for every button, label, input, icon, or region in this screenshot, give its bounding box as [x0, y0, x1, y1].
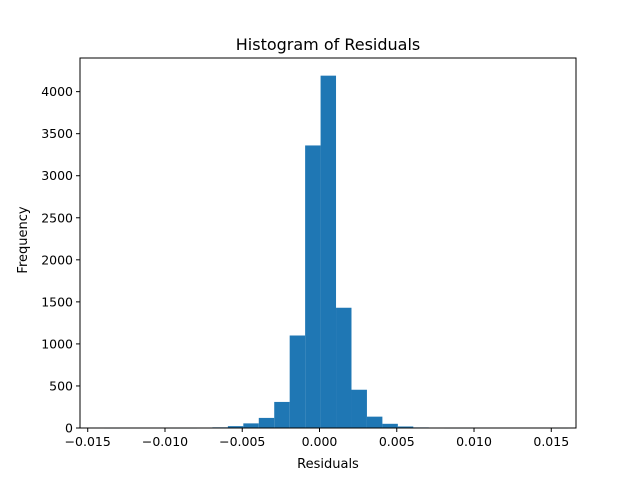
x-axis-label: Residuals: [297, 457, 359, 472]
x-tick-label: 0.015: [533, 434, 569, 449]
x-tick-label: 0.000: [302, 434, 338, 449]
y-tick-label: 500: [49, 378, 73, 393]
histogram-bar-13: [305, 145, 321, 428]
plot-frame: [79, 57, 577, 429]
y-tick-label: 2000: [41, 252, 73, 267]
y-tick-label: 0: [65, 421, 73, 436]
x-tick-label: 0.010: [456, 434, 492, 449]
histogram-bar-10: [258, 417, 275, 428]
y-tick-label: 3000: [41, 168, 73, 183]
y-tick-label: 1000: [41, 336, 73, 351]
histogram-bar-17: [366, 416, 383, 428]
x-tick-label: −0.015: [65, 434, 111, 449]
x-tick-label: −0.010: [142, 434, 188, 449]
y-axis-ticks: 0 500 1000 1500 2000 2500 3000 3500 4000: [41, 84, 80, 436]
histogram-bar-16: [351, 389, 367, 428]
x-axis-ticks: −0.015 −0.010 −0.005 0.000 0.005 0.010 0.015: [65, 428, 569, 449]
histogram-bar-11: [274, 401, 290, 428]
histogram-bar-19: [397, 426, 414, 428]
histogram-bar-8: [227, 426, 244, 428]
y-tick-label: 2500: [41, 210, 73, 225]
chart-title: Histogram of Residuals: [236, 35, 421, 54]
x-tick-label: 0.005: [379, 434, 415, 449]
y-tick-label: 1500: [41, 294, 73, 309]
histogram-bar-12: [289, 335, 306, 428]
histogram-bar-15: [336, 307, 352, 428]
histogram-bar-18: [382, 423, 398, 428]
y-axis-label: Frequency: [16, 206, 31, 273]
histogram-bar-9: [243, 423, 259, 429]
histogram-bar-14: [320, 75, 337, 428]
y-tick-label: 3500: [41, 126, 73, 141]
x-tick-label: −0.005: [219, 434, 265, 449]
histogram-bars: [104, 75, 568, 429]
y-tick-label: 4000: [41, 84, 73, 99]
